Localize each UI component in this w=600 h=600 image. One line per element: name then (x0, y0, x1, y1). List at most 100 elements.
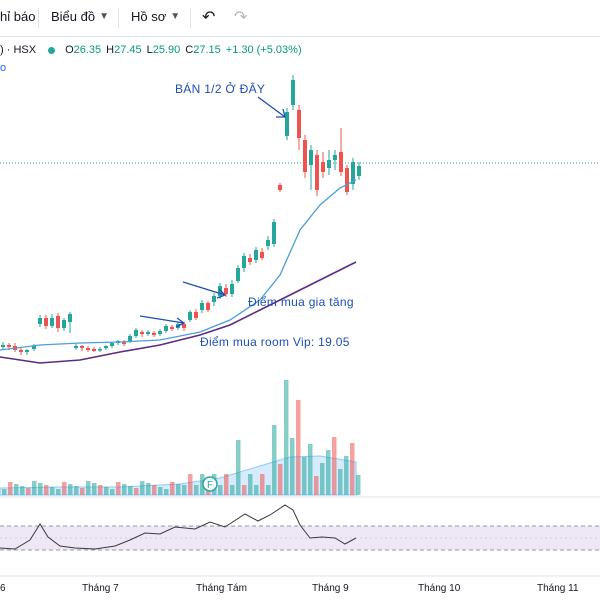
candle-body (303, 140, 307, 172)
candle-body (110, 343, 114, 346)
volume-bar (158, 487, 163, 495)
volume-bar (98, 485, 103, 495)
volume-bar (302, 457, 307, 495)
volume-bar (326, 450, 331, 495)
volume-bar (254, 485, 259, 495)
volume-marker-label: F (207, 480, 213, 491)
candle-body (194, 312, 198, 318)
chart-menu[interactable]: Biểu đồ ▼ (51, 9, 109, 24)
candle-body (200, 303, 204, 310)
candle-body (38, 318, 42, 324)
volume-bar (146, 483, 151, 495)
candle-body (230, 284, 234, 294)
volume-bars-layer (2, 380, 361, 495)
x-axis-label: 6 (0, 583, 6, 594)
candle-body (297, 110, 301, 138)
chart-menu-label: Biểu đồ (51, 9, 96, 24)
candle-body (62, 320, 66, 328)
indicators-menu[interactable]: hỉ báo (0, 9, 35, 24)
x-axis-label: Tháng 10 (418, 583, 461, 594)
ohlc-legend: ) · HSX O 26.35 H 27.45 L 25.90 C 27.15 +1.3… (0, 42, 302, 58)
high-key: H (106, 44, 115, 56)
volume-bar (260, 474, 265, 495)
annotation-arrows (139, 96, 286, 328)
volume-bar (134, 488, 139, 495)
candle-body (224, 288, 228, 294)
candle-body (285, 112, 289, 136)
chevron-down-icon: ▼ (99, 11, 109, 22)
toolbar-divider (118, 8, 119, 28)
x-axis-label: Tháng Tám (196, 583, 247, 594)
volume-bar (50, 487, 55, 495)
add-buy-arrowhead-2 (175, 317, 186, 328)
candle-body (25, 350, 29, 352)
candle-body (182, 324, 186, 328)
volume-bar (14, 484, 19, 495)
volume-bar (92, 483, 97, 495)
volume-bar (194, 485, 199, 495)
volume-bar (248, 474, 253, 495)
redo-icon[interactable]: ↷ (234, 9, 248, 26)
candle-body (1, 345, 5, 347)
volume-bar (332, 437, 337, 495)
symbol-label: ) · HSX (0, 44, 37, 56)
volume-bar (80, 488, 85, 495)
volume-bar (224, 474, 229, 495)
candle-body (128, 336, 132, 341)
profile-menu-label: Hồ sơ (131, 9, 167, 24)
candle-body (206, 303, 210, 310)
candle-body (339, 152, 343, 172)
chevron-down-icon: ▼ (170, 11, 181, 22)
volume-bar (44, 485, 49, 495)
volume-bar (176, 484, 181, 495)
volume-bar (236, 440, 241, 495)
profile-menu[interactable]: Hồ sơ ▼ (131, 9, 180, 24)
volume-bar (290, 438, 295, 495)
add-buy-arrow-2 (139, 315, 185, 324)
undo-icon[interactable]: ↶ (202, 9, 216, 26)
candle-body (315, 155, 319, 190)
change-value: +1.30 (+5.03%) (225, 44, 302, 56)
top-toolbar: hỉ báo Biểu đồ ▼ Hồ sơ ▼ ↶ ↷ (0, 0, 600, 37)
candle-body (260, 252, 264, 258)
candle-body (7, 345, 11, 347)
candle-body (345, 168, 349, 192)
volume-bar (356, 475, 361, 495)
volume-bar (32, 481, 37, 495)
candle-body (44, 318, 48, 326)
candle-body (140, 332, 144, 334)
volume-bar (272, 425, 277, 495)
candle-body (50, 318, 54, 326)
close-key: C (185, 44, 194, 56)
candle-body (351, 162, 355, 184)
candle-body (321, 162, 325, 172)
candle-body (309, 150, 313, 165)
toolbar-divider (190, 8, 191, 28)
candle-body (218, 286, 222, 296)
close-value: 27.15 (193, 44, 221, 56)
candle-body (266, 240, 270, 246)
indicators-label: hỉ báo (0, 9, 36, 24)
sell-half-annotation: BÁN 1/2 Ở ĐÂY (175, 82, 266, 96)
volume-bar (86, 481, 91, 495)
candle-body (134, 330, 138, 336)
volume-bar (200, 474, 205, 495)
volume-bar (170, 482, 175, 495)
volume-bar (2, 489, 7, 495)
candle-body (19, 350, 23, 352)
volume-bar (116, 482, 121, 495)
volume-bar (122, 484, 127, 495)
volume-bar (182, 485, 187, 495)
open-key: O (65, 44, 74, 56)
candle-body (122, 342, 126, 344)
candle-body (170, 327, 174, 329)
volume-bar (350, 443, 355, 495)
candle-body (357, 166, 361, 176)
candle-body (236, 268, 240, 281)
volume-bar (344, 456, 349, 495)
candle-body (152, 333, 156, 335)
volume-bar (284, 380, 289, 495)
candle-body (254, 250, 258, 260)
volume-marker-badge[interactable] (202, 476, 218, 492)
